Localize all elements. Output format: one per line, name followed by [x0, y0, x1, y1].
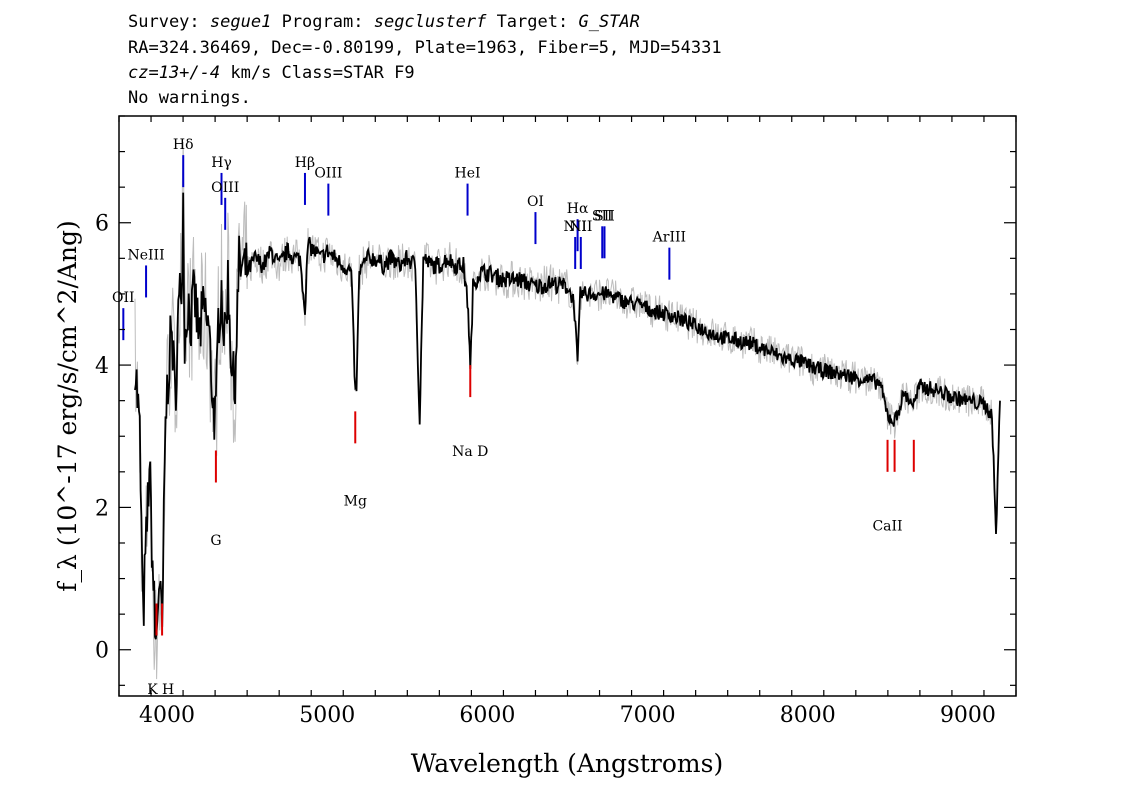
x-tick-label: 6000: [459, 703, 515, 728]
target-label: Target:: [496, 12, 569, 32]
emission-line-label: OIII: [314, 166, 342, 182]
flux-group: [134, 192, 1001, 640]
emission-line-label: HeI: [455, 166, 481, 182]
emission-line-label: OII: [112, 290, 135, 306]
error-band-group: [134, 141, 1000, 680]
y-tick-label: 2: [95, 496, 109, 521]
y-tick-label: 0: [95, 639, 109, 664]
emission-line-label: NII: [569, 219, 592, 235]
emission-line-label: ArIII: [652, 230, 686, 246]
emission-line-label: OI: [527, 194, 544, 210]
emission-line-label: Hα: [567, 201, 589, 217]
absorption-line-label: CaII: [872, 519, 902, 535]
emission-line-label: Hδ: [173, 137, 194, 153]
emission-line-label: SII: [594, 208, 615, 224]
flux-line: [134, 192, 1001, 640]
emission-line-label: Hγ: [211, 155, 232, 171]
absorption-line-label: K: [147, 682, 158, 698]
emission-line-label: Hβ: [295, 155, 315, 171]
absorption-line-label: Na D: [452, 444, 488, 460]
header-line-2: RA=324.36469, Dec=-0.80199, Plate=1963, …: [128, 38, 722, 58]
emission-line-label: SII: [592, 208, 613, 224]
emission-line-label: NeIII: [127, 247, 164, 263]
x-axis-title: Wavelength (Angstroms): [411, 749, 723, 778]
program-label: Program:: [281, 12, 364, 32]
x-tick-label: 4000: [139, 703, 195, 728]
header-warnings: No warnings.: [128, 88, 251, 108]
survey-value: segue1: [209, 12, 272, 32]
cz-rest: km/s Class=STAR F9: [230, 63, 415, 83]
x-tick-label: 7000: [620, 703, 676, 728]
target-value: G_STAR: [578, 12, 640, 32]
absorption-line-label: Mg: [344, 494, 367, 510]
x-tick-label: 8000: [780, 703, 836, 728]
axes-group: 4000 5000 6000 7000 8000 9000 0 2 4 6: [95, 115, 1017, 728]
absorption-line-label: G: [210, 533, 221, 549]
survey-label: Survey:: [128, 12, 200, 32]
y-axis-title: f_λ (10^-17 erg/s/cm^2/Ang): [53, 220, 82, 592]
cz-value: cz=13+/-4: [128, 63, 221, 83]
absorption-line-label: H: [162, 682, 174, 698]
header-line-1: Survey: segue1 Program: segclusterf Targ…: [128, 12, 640, 32]
y-tick-label: 4: [95, 354, 109, 379]
header-line-3: cz=13+/-4 km/s Class=STAR F9: [128, 63, 415, 83]
y-axis-title-text: f_λ (10^-17 erg/s/cm^2/Ang): [53, 220, 82, 592]
emission-line-label: NII: [564, 219, 587, 235]
emission-line-label: OIII: [211, 180, 239, 196]
error-band-line: [134, 141, 1000, 680]
program-value: segclusterf: [373, 12, 487, 32]
x-tick-label: 5000: [299, 703, 355, 728]
y-tick-label: 6: [95, 212, 109, 237]
x-tick-label: 9000: [940, 703, 996, 728]
